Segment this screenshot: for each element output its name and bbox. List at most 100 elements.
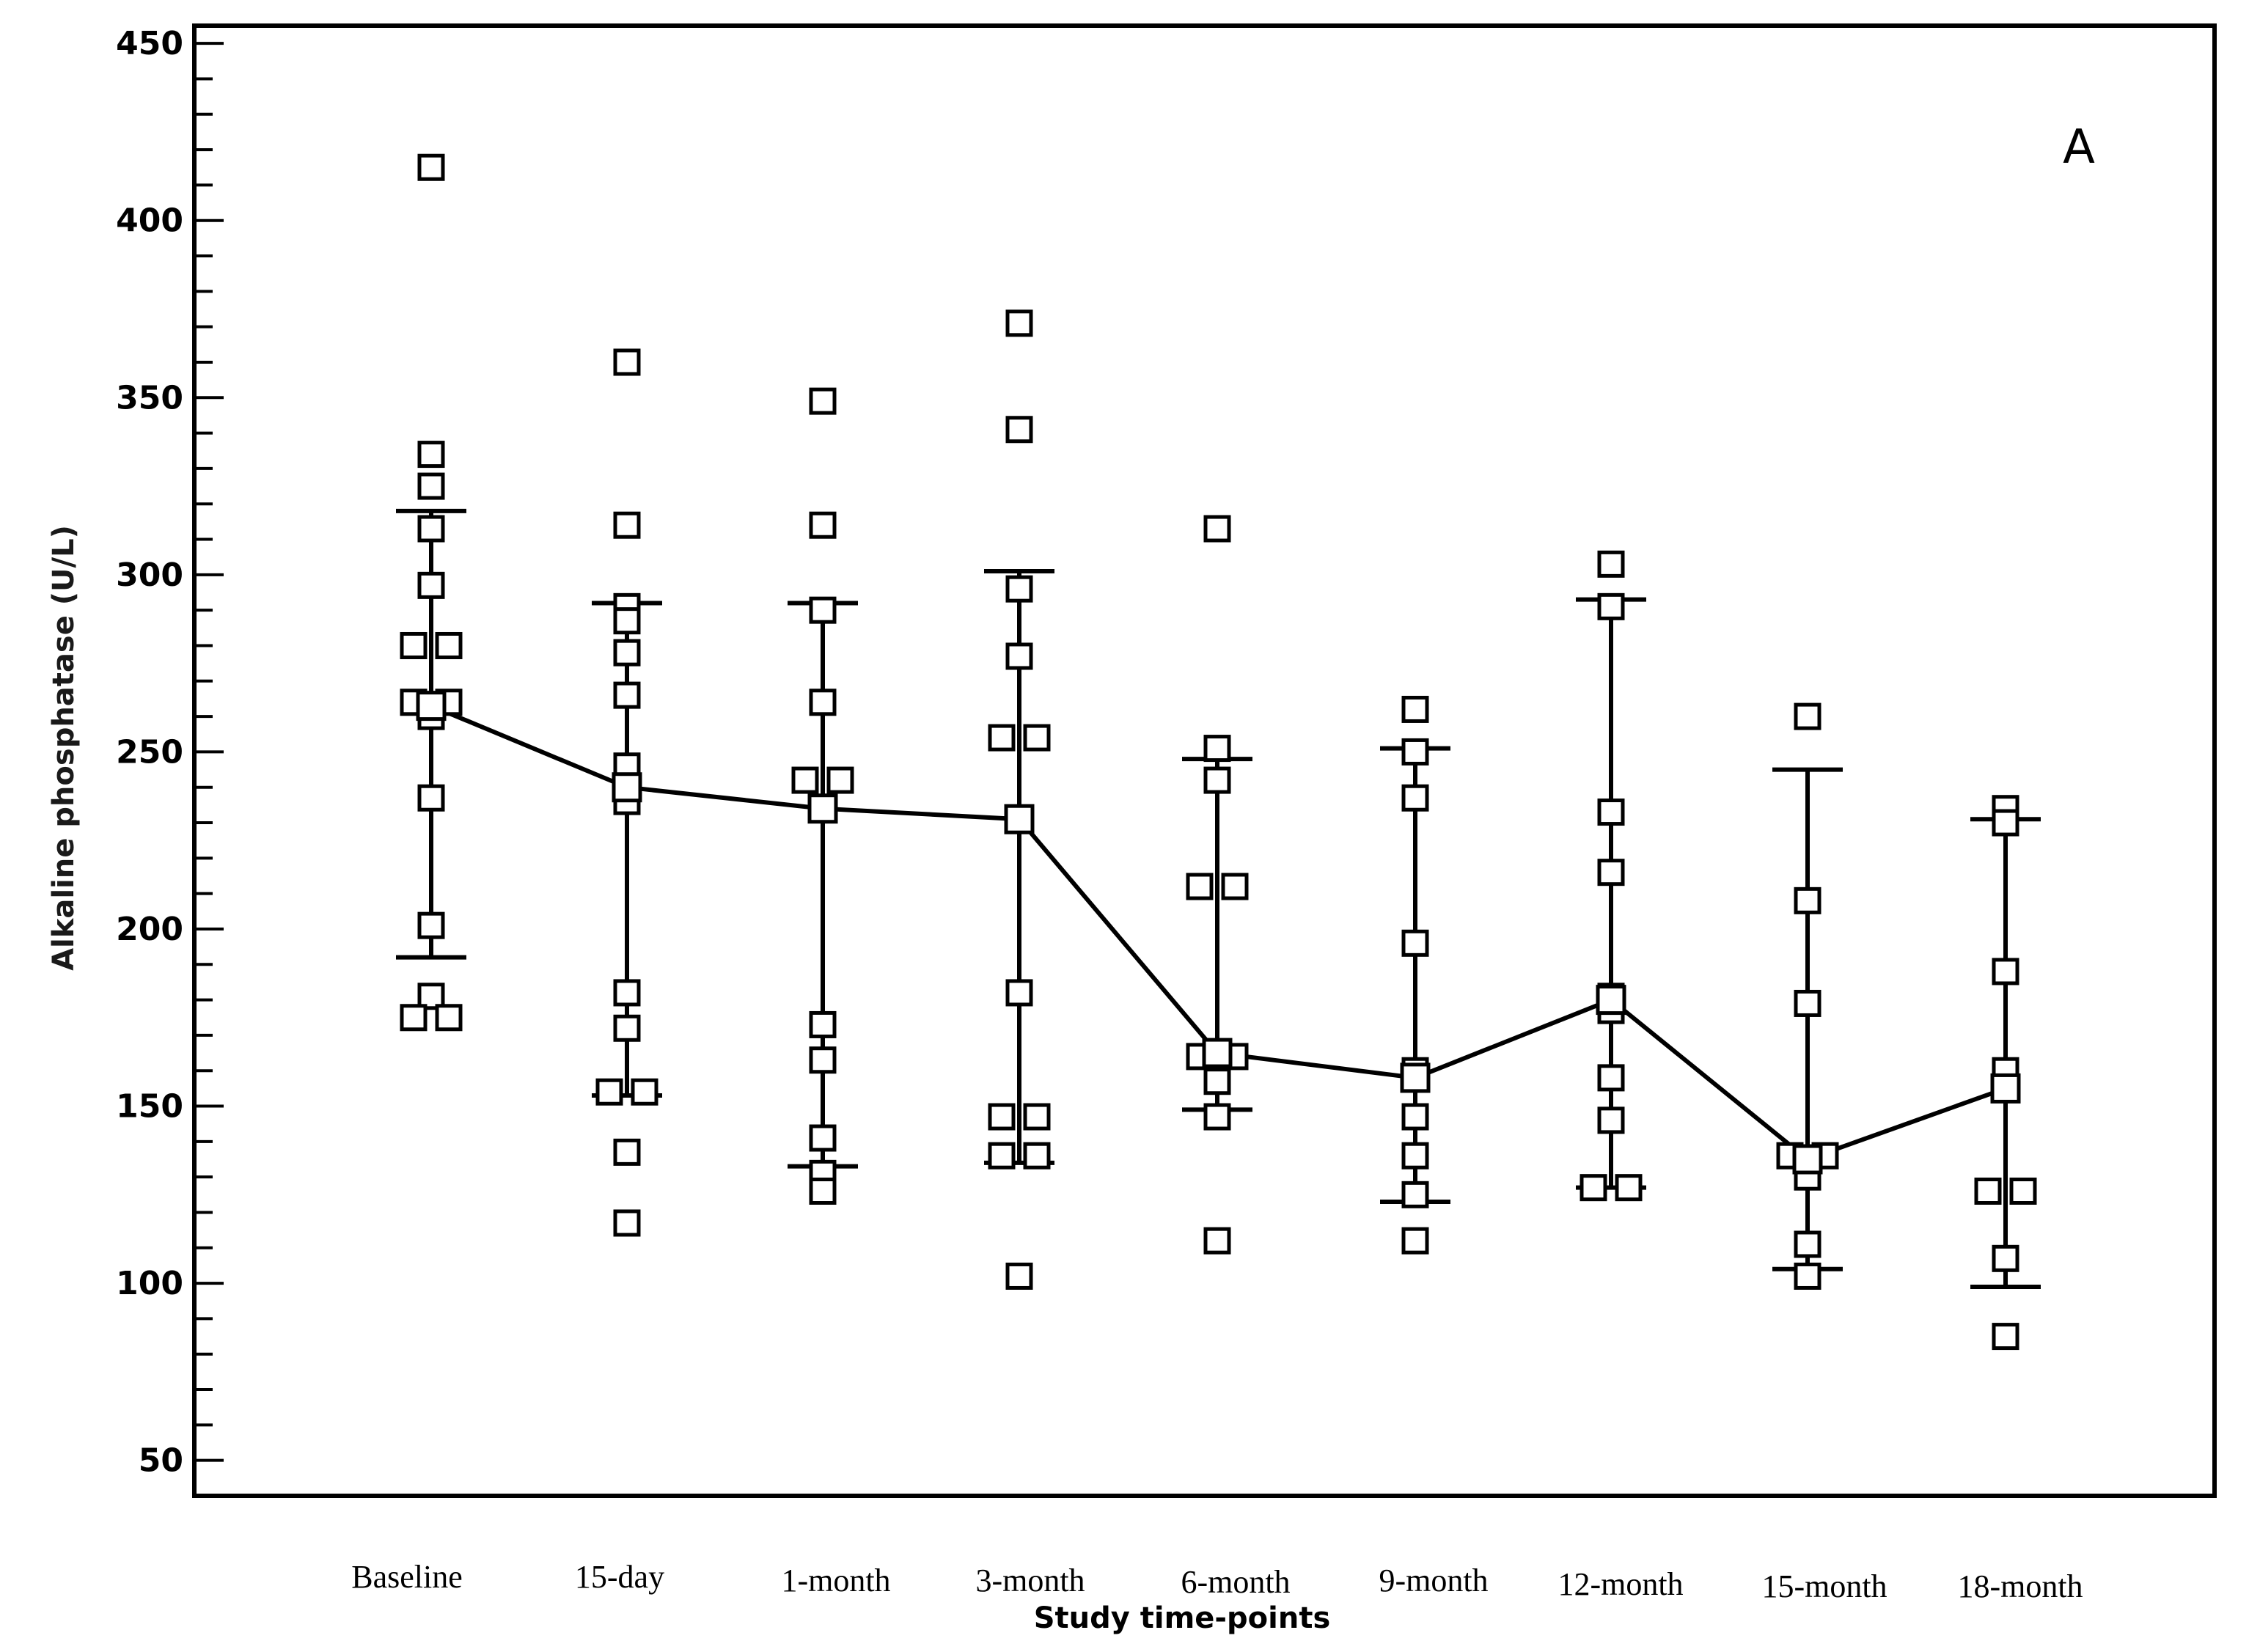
data-point — [417, 153, 445, 181]
data-point — [1005, 642, 1033, 670]
data-point — [1580, 1174, 1607, 1202]
data-point — [1005, 1262, 1033, 1290]
data-point — [613, 681, 641, 709]
x-category-label: 18-month — [1957, 1568, 2083, 1604]
data-point — [809, 511, 837, 539]
data-point — [417, 472, 445, 500]
panel-label: A — [2063, 120, 2095, 175]
data-point — [1401, 1103, 1429, 1131]
data-point — [809, 1046, 837, 1074]
x-category-label: 12-month — [1558, 1566, 1683, 1602]
x-axis-category-labels: Baseline 15-day 1-month 3-month 6-month 9-mon… — [351, 1559, 2083, 1604]
data-point — [809, 596, 837, 624]
data-point — [1221, 873, 1249, 900]
data-point — [1203, 1227, 1231, 1255]
x-category-label: 6-month — [1181, 1564, 1290, 1600]
plot-frame — [192, 23, 2217, 1498]
data-point — [1597, 1064, 1625, 1092]
mean-marker — [1202, 1038, 1233, 1068]
data-point — [988, 1142, 1016, 1170]
data-point — [1401, 1227, 1429, 1255]
data-point — [1401, 1181, 1429, 1208]
y-tick-label: 250 — [116, 733, 183, 771]
x-category-label: 15-month — [1761, 1568, 1887, 1604]
data-point — [400, 1004, 428, 1032]
data-point — [417, 515, 445, 543]
x-category-label: 1-month — [781, 1563, 890, 1598]
y-tick-label: 50 — [139, 1442, 183, 1480]
data-point — [613, 979, 641, 1007]
data-point — [1794, 886, 1821, 914]
data-point — [1005, 575, 1033, 603]
data-point — [417, 911, 445, 939]
data-point — [595, 1078, 623, 1106]
data-point — [1005, 416, 1033, 444]
mean-marker — [1792, 1144, 1823, 1175]
x-category-label: 9-month — [1379, 1563, 1488, 1598]
data-point — [1023, 1103, 1051, 1131]
y-tick-label: 350 — [116, 379, 183, 416]
y-tick-label: 100 — [116, 1265, 183, 1302]
y-tick-label: 450 — [116, 25, 183, 62]
data-point — [1186, 873, 1214, 900]
data-point — [1203, 1103, 1231, 1131]
data-point — [1023, 1142, 1051, 1170]
data-point — [1794, 1230, 1821, 1258]
data-point — [1005, 979, 1033, 1007]
data-point — [2009, 1178, 2037, 1205]
x-axis-title: Study time-points — [1034, 1601, 1331, 1635]
y-tick-label: 150 — [116, 1088, 183, 1126]
data-point — [1203, 766, 1231, 794]
y-axis-tick-labels: 50 100 150 200 250 300 350 400 450 — [116, 25, 183, 1480]
data-point — [809, 689, 837, 716]
data-point — [417, 441, 445, 469]
data-point — [613, 1209, 641, 1237]
data-point — [1203, 735, 1231, 763]
data-point — [809, 387, 837, 415]
mean-marker — [416, 691, 447, 722]
data-point — [809, 1178, 837, 1205]
data-point — [613, 607, 641, 635]
mean-marker — [1400, 1062, 1431, 1093]
data-point — [613, 511, 641, 539]
x-category-label: 15-day — [575, 1559, 664, 1595]
mean-marker — [1004, 804, 1035, 834]
data-point — [1401, 738, 1429, 766]
data-point — [826, 766, 854, 794]
data-point — [1597, 592, 1625, 620]
y-axis-ticks — [194, 42, 224, 1462]
data-point — [1794, 702, 1821, 730]
data-point — [1203, 515, 1231, 543]
data-point — [1597, 550, 1625, 578]
data-point — [631, 1078, 658, 1106]
data-point — [1992, 809, 2019, 837]
data-point — [1597, 1106, 1625, 1134]
data-point — [809, 1124, 837, 1152]
x-category-label: 3-month — [975, 1563, 1085, 1598]
y-tick-label: 200 — [116, 911, 183, 948]
data-point — [1794, 989, 1821, 1017]
mean-marker — [1596, 985, 1626, 1016]
data-point — [1992, 1244, 2019, 1272]
data-point — [435, 631, 463, 659]
y-tick-label: 300 — [116, 557, 183, 594]
data-point — [791, 766, 819, 794]
data-point — [435, 1004, 463, 1032]
data-point — [1203, 1068, 1231, 1095]
data-point — [1974, 1178, 2002, 1205]
data-point — [1794, 1262, 1821, 1290]
data-point — [400, 631, 428, 659]
data-point — [1615, 1174, 1643, 1202]
data-point — [1005, 309, 1033, 337]
data-point — [988, 1103, 1016, 1131]
data-point — [417, 571, 445, 599]
data-point — [1401, 1142, 1429, 1170]
data-point — [1023, 724, 1051, 752]
data-point — [1992, 1323, 2019, 1351]
data-point — [1597, 799, 1625, 826]
data-point — [1401, 929, 1429, 957]
y-tick-label: 400 — [116, 202, 183, 240]
data-point — [613, 348, 641, 376]
data-point — [809, 1010, 837, 1038]
data-point — [613, 1138, 641, 1166]
